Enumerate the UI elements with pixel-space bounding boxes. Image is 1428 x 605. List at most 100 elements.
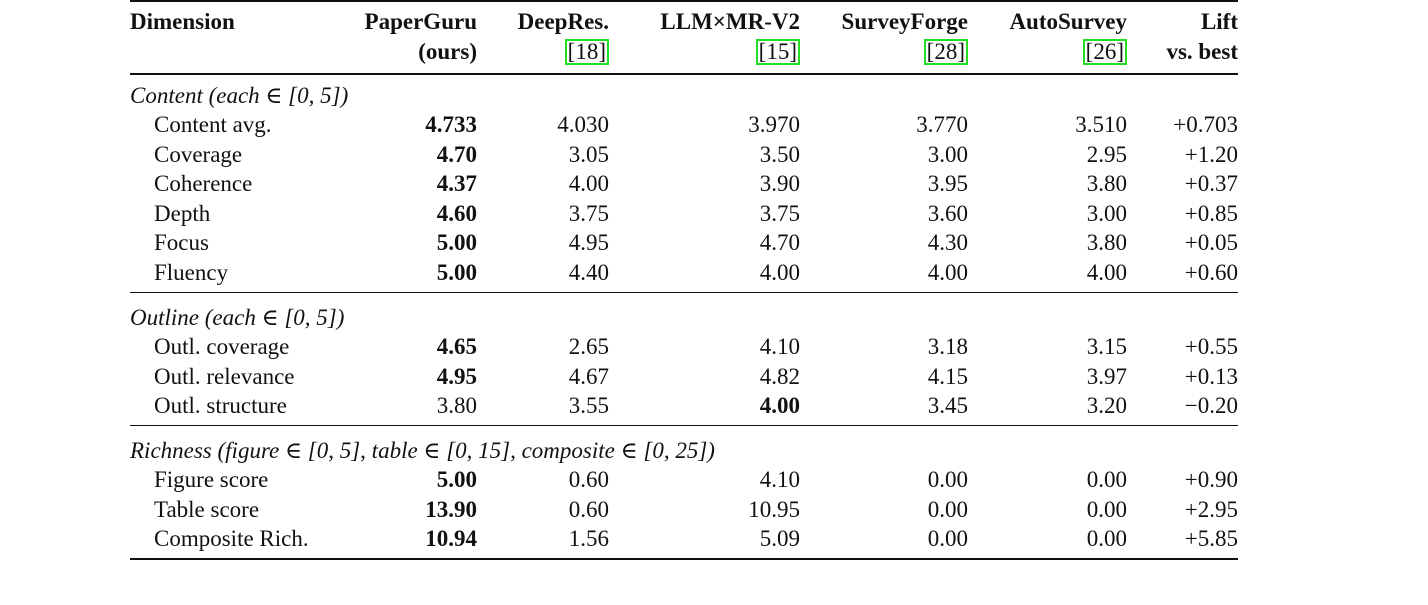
table-cell: 4.40 [568,260,609,285]
row-label: Outl. relevance [154,363,295,389]
section-rule [130,424,1238,427]
table-cell: 3.80 [1086,171,1127,197]
table-cell: 3.80 [436,393,477,419]
header-dimension: Dimension [130,9,235,34]
header-col-2-citation: [15] [755,37,800,67]
table-cell: 4.60 [436,200,477,226]
table-cell: 4.65 [436,334,477,359]
table-cell: 2.95 [1086,141,1127,167]
table-cell: 3.75 [759,200,800,226]
table-cell: 3.05 [568,141,609,167]
table-cell: 3.20 [1086,393,1127,419]
table-cell: 0.60 [568,467,609,492]
table-cell: 10.94 [425,526,477,552]
table-cell: 1.56 [568,526,609,552]
table-cell: +0.90 [1184,467,1238,492]
table-cell: 4.67 [568,363,609,389]
table-cell: 4.37 [436,171,477,197]
header-col-1-line1: DeepRes. [517,9,609,34]
table-cell: +0.85 [1184,200,1238,226]
table-cell: 5.00 [436,467,477,492]
header-col-1-citation: [18] [564,37,609,67]
header-col-3-line1: SurveyForge [841,9,968,34]
table-cell: 4.00 [759,393,800,419]
table-cell: 3.970 [748,112,800,137]
table-cell: 0.00 [1086,496,1127,522]
table-cell: 4.10 [759,334,800,359]
table-cell: 3.50 [759,141,800,167]
row-label: Coherence [154,171,253,197]
row-label: Table score [154,496,260,522]
table-cell: 0.00 [927,496,968,522]
table-cell: 4.00 [927,260,968,285]
table-cell: 4.95 [436,363,477,389]
section-title: Outline (each ∈ [0, 5]) [130,305,345,330]
row-label: Fluency [154,260,229,285]
table-cell: +0.55 [1184,334,1238,359]
table-cell: 4.15 [927,363,968,389]
table-cell: 0.00 [927,467,968,492]
table-cell: 3.55 [568,393,609,419]
table-cell: 3.97 [1086,363,1127,389]
table-cell: 3.18 [927,334,968,359]
citation-link[interactable]: [26] [1082,39,1127,65]
table-cell: 4.733 [425,112,477,137]
table-cell: 5.00 [436,230,477,256]
row-label: Outl. coverage [154,334,290,359]
header-col-0-line2: (ours) [418,39,477,64]
table-cell: 4.00 [1086,260,1127,285]
table-cell: 0.00 [1086,467,1127,492]
row-label: Coverage [154,141,243,167]
header-col-5-line1: Lift [1200,9,1238,34]
table-cell: 4.30 [927,230,968,256]
header-col-4-line1: AutoSurvey [1009,9,1127,34]
table-cell: 4.10 [759,467,800,492]
table-cell: +0.60 [1184,260,1238,285]
table-cell: 3.60 [927,200,968,226]
header-col-3-citation: [28] [923,37,968,67]
row-label: Depth [154,200,211,226]
table-cell: 3.80 [1086,230,1127,256]
section-title: Richness (figure ∈ [0, 5], table ∈ [0, 1… [130,438,715,463]
table-cell: 3.45 [927,393,968,419]
row-label: Composite Rich. [154,526,309,552]
table-cell: −0.20 [1184,393,1238,419]
table-cell: 3.15 [1086,334,1127,359]
row-label: Content avg. [154,112,272,137]
table-cell: +5.85 [1184,526,1238,552]
table-cell: 3.770 [916,112,968,137]
header-rule [130,73,1238,75]
table-cell: 4.70 [436,141,477,167]
table-cell: +0.703 [1173,112,1238,137]
bottom-rule [130,557,1238,560]
table-cell: 10.95 [748,496,800,522]
table-cell: 4.70 [759,230,800,256]
section-title: Content (each ∈ [0, 5]) [130,83,349,108]
table-cell: 4.00 [759,260,800,285]
table-cell: +0.05 [1184,230,1238,256]
table-cell: 4.82 [759,363,800,389]
row-label: Outl. structure [154,393,287,419]
citation-link[interactable]: [15] [755,39,800,65]
table-cell: 0.60 [568,496,609,522]
table-cell: 4.95 [568,230,609,256]
table-cell: 3.90 [759,171,800,197]
table-cell: 3.75 [568,200,609,226]
table-cell: +0.37 [1184,171,1238,197]
header-col-4-citation: [26] [1082,37,1127,67]
table-cell: 3.95 [927,171,968,197]
table-cell: +1.20 [1184,141,1238,167]
citation-link[interactable]: [28] [923,39,968,65]
table-cell: 0.00 [927,526,968,552]
table-cell: 4.030 [557,112,609,137]
citation-link[interactable]: [18] [564,39,609,65]
table-cell: 0.00 [1086,526,1127,552]
header-col-5-line2: vs. best [1166,39,1238,64]
table-cell: +2.95 [1184,496,1238,522]
table-cell: 4.00 [568,171,609,197]
section-rule [130,291,1238,294]
table-cell: 3.510 [1075,112,1127,137]
table-cell: 13.90 [425,496,477,522]
table-cell: 3.00 [927,141,968,167]
table-cell: 5.00 [436,260,477,285]
